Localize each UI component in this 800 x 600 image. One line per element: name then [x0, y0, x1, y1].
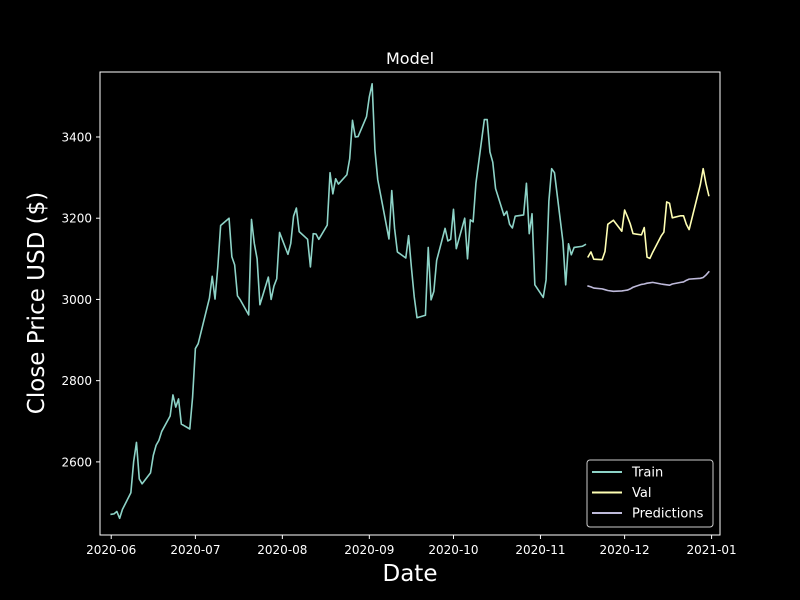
legend-label-train: Train	[631, 466, 663, 481]
legend-box	[586, 459, 714, 528]
y-tick-label: 3000	[61, 293, 92, 307]
y-tick-label: 3400	[61, 130, 92, 144]
x-axis: 2020-06 2020-07 2020-08 2020-09 2020-10 2020-…	[86, 535, 737, 557]
y-tick-label: 2800	[61, 374, 92, 388]
series-line-val	[587, 167, 710, 261]
legend-label-val: Val	[632, 486, 651, 501]
x-tick-label: 2021-01	[687, 543, 737, 557]
x-tick-label: 2020-10	[428, 543, 478, 557]
x-tick-label: 2020-07	[170, 543, 220, 557]
series-layer	[110, 82, 710, 520]
series-line-train	[110, 82, 587, 520]
y-tick-label: 2600	[61, 455, 92, 469]
chart-title: Model	[386, 49, 434, 68]
x-tick-label: 2020-11	[515, 543, 565, 557]
legend-label-predictions: Predictions	[632, 507, 704, 522]
plot-frame	[99, 71, 721, 536]
x-tick-label: 2020-06	[86, 543, 136, 557]
legend: Train Val Predictions	[586, 459, 714, 528]
x-tick-label: 2020-08	[257, 543, 307, 557]
y-axis-label: Close Price USD ($)	[24, 192, 50, 414]
x-tick-label: 2020-12	[600, 543, 650, 557]
series-line-predictions	[587, 270, 710, 293]
y-axis: 2600 2800 3000 3200 3400	[61, 130, 100, 469]
x-tick-label: 2020-09	[344, 543, 394, 557]
x-axis-label: Date	[383, 561, 438, 587]
y-tick-label: 3200	[61, 212, 92, 226]
